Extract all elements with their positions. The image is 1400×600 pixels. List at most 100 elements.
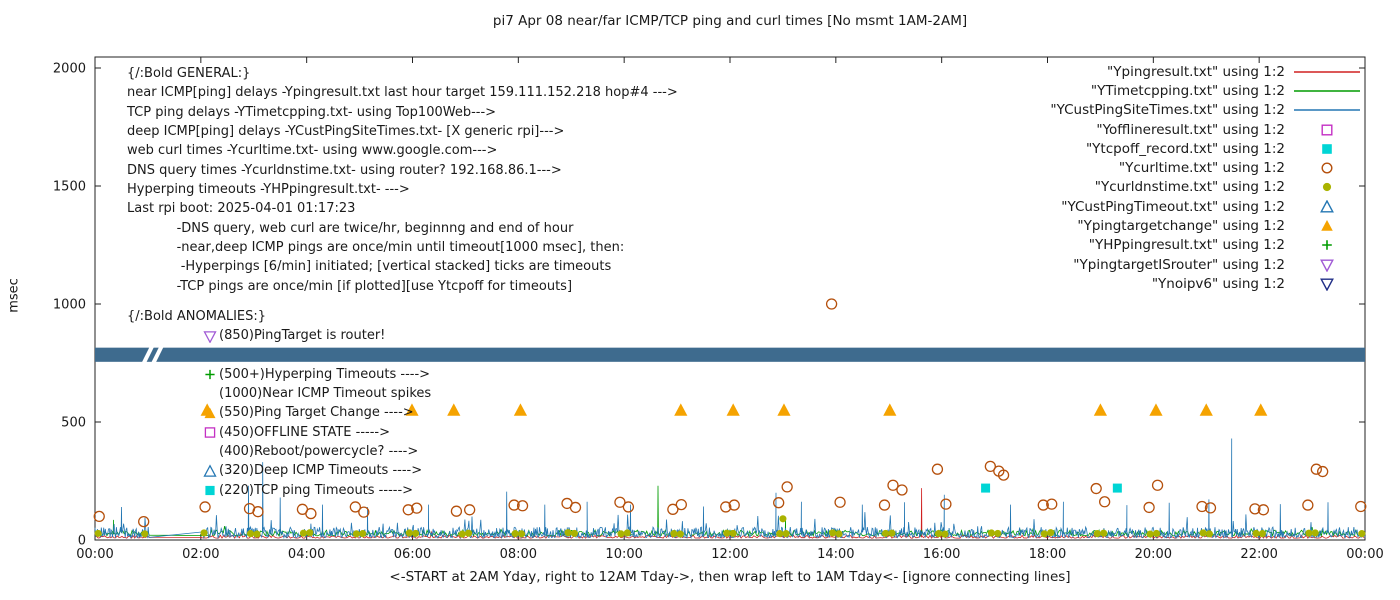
- anomaly-row: (850)PingTarget is router!: [203, 326, 431, 345]
- series-Ypingtargetchange: [200, 403, 1268, 416]
- general-line: {/:Bold GENERAL:}: [127, 66, 251, 81]
- anomaly-row: (320)Deep ICMP Timeouts ---->: [203, 461, 431, 480]
- anomalies-annotation-block: (850)PingTarget is router! (500+)Hyperpin…: [203, 326, 431, 500]
- open-triangle-down-icon: [203, 329, 219, 343]
- x-tick-label: 00:00: [76, 547, 113, 562]
- legend-item: "YpingtargetISrouter" using 1:2: [940, 255, 1365, 274]
- legend-item: "YCustPingSiteTimes.txt" using 1:2: [940, 101, 1365, 120]
- line-icon: [1289, 65, 1365, 79]
- general-line: -DNS query, web curl are twice/hr, begin…: [127, 220, 574, 236]
- general-line: -near,deep ICMP pings are once/min until…: [127, 240, 625, 256]
- general-line: near ICMP[ping] delays -Ypingresult.txt …: [127, 85, 678, 101]
- anomaly-row: (450)OFFLINE STATE ----->: [203, 423, 431, 442]
- filled-square-icon: [203, 483, 219, 497]
- x-tick-label: 18:00: [1029, 547, 1066, 562]
- legend-item: "Ycurldnstime.txt" using 1:2: [940, 178, 1365, 197]
- anomaly-row: (500+)Hyperping Timeouts ---->: [203, 365, 431, 384]
- x-tick-label: 12:00: [711, 547, 748, 562]
- legend-item: "Yofflineresult.txt" using 1:2: [940, 120, 1365, 139]
- legend-item: "Ypingresult.txt" using 1:2: [940, 62, 1365, 81]
- legend-label: "YHPpingresult.txt" using 1:2: [1088, 237, 1285, 254]
- general-line: -Hyperpings [6/min] initiated; [vertical…: [127, 259, 612, 275]
- open-square-icon: [1289, 123, 1365, 137]
- plus-icon: [203, 367, 219, 381]
- anomaly-text: (850)PingTarget is router!: [219, 328, 386, 343]
- x-tick-label: 00:00: [1346, 547, 1383, 562]
- general-line: DNS query times -Ycurldnstime.txt- using…: [127, 162, 562, 178]
- filled-circle-icon: [1289, 180, 1365, 194]
- y-axis-label: msec: [6, 278, 22, 313]
- anomaly-row: (1000)Near ICMP Timeout spikes: [203, 384, 431, 403]
- open-circle-icon: [1289, 161, 1365, 175]
- open-square-icon: [203, 425, 219, 439]
- open-triangle-up-icon: [203, 464, 219, 478]
- anomaly-text: (1000)Near ICMP Timeout spikes: [219, 386, 432, 402]
- general-line: Last rpi boot: 2025-04-01 01:17:23: [127, 201, 356, 217]
- general-line: deep ICMP[ping] delays -YCustPingSiteTim…: [127, 124, 565, 140]
- anomaly-text: (400)Reboot/powercycle? ---->: [219, 444, 419, 460]
- y-tick-label: 1000: [53, 298, 86, 313]
- legend-label: "Ypingtargetchange" using 1:2: [1077, 218, 1285, 235]
- legend-label: "YTimetcpping.txt" using 1:2: [1090, 82, 1285, 99]
- x-tick-label: 04:00: [288, 547, 325, 562]
- general-line: TCP ping delays -YTimetcpping.txt- using…: [127, 104, 497, 120]
- anomaly-text: (220)TCP ping Timeouts ----->: [219, 482, 414, 498]
- anomalies-header: {/:Bold ANOMALIES:}: [127, 309, 267, 324]
- legend-label: "Ypingresult.txt" using 1:2: [1107, 63, 1285, 80]
- anomaly-row: (550)Ping Target Change ---->: [203, 403, 431, 422]
- x-tick-label: 06:00: [394, 547, 431, 562]
- legend-label: "YpingtargetISrouter" using 1:2: [1073, 256, 1285, 273]
- anomaly-row: (400)Reboot/powercycle? ---->: [203, 442, 431, 461]
- series-YCustPingSiteTimes-txt: [94, 438, 1366, 540]
- legend-label: "Ycurltime.txt" using 1:2: [1118, 160, 1285, 177]
- open-triangle-down-icon: [1289, 258, 1365, 272]
- plus-icon: [1289, 238, 1365, 252]
- legend-label: "YCustPingSiteTimes.txt" using 1:2: [1050, 102, 1285, 119]
- legend-item: "YTimetcpping.txt" using 1:2: [940, 81, 1365, 100]
- x-tick-label: 08:00: [500, 547, 537, 562]
- legend-label: "Ycurldnstime.txt" using 1:2: [1094, 179, 1285, 196]
- legend-item: "YHPpingresult.txt" using 1:2: [940, 236, 1365, 255]
- x-tick-label: 14:00: [817, 547, 854, 562]
- anomaly-text: (550)Ping Target Change ---->: [219, 405, 414, 421]
- anomaly-text: (320)Deep ICMP Timeouts ---->: [219, 463, 423, 479]
- series-Ycurldnstime-txt: [94, 515, 1366, 538]
- open-triangle-up-icon: [1289, 199, 1365, 214]
- legend-item: "Ytcpoff_record.txt" using 1:2: [940, 139, 1365, 158]
- open-triangle-down-icon: [1289, 277, 1365, 291]
- legend-label: "Ytcpoff_record.txt" using 1:2: [1085, 140, 1285, 157]
- anomaly-row: (220)TCP ping Timeouts ----->: [203, 481, 431, 500]
- legend-item: "Ynoipv6" using 1:2: [940, 274, 1365, 293]
- series-YTimetcpping-txt: [94, 485, 1366, 538]
- general-annotation-block: {/:Bold GENERAL:} near ICMP[ping] delays …: [127, 64, 678, 296]
- series-Ypingresult-txt: [94, 488, 1366, 539]
- x-axis-label: <-START at 2AM Yday, right to 12AM Tday-…: [389, 569, 1071, 585]
- x-tick-label: 02:00: [182, 547, 219, 562]
- y-tick-label: 500: [61, 416, 86, 431]
- general-line: Hyperping timeouts -YHPpingresult.txt- -…: [127, 182, 410, 198]
- legend-item: "Ycurltime.txt" using 1:2: [940, 158, 1365, 177]
- x-tick-label: 20:00: [1135, 547, 1172, 562]
- legend-item: "Ypingtargetchange" using 1:2: [940, 216, 1365, 235]
- y-tick-label: 0: [78, 534, 86, 549]
- legend-label: "YCustPingTimeout.txt" using 1:2: [1061, 198, 1285, 215]
- legend-label: "Ynoipv6" using 1:2: [1151, 275, 1285, 292]
- series-Ycurltime-txt: [93, 298, 1367, 528]
- legend-label: "Yofflineresult.txt" using 1:2: [1096, 121, 1285, 138]
- filled-square-icon: [1289, 142, 1365, 156]
- series-Ynoipv6: [95, 343, 1365, 366]
- x-tick-label: 10:00: [605, 547, 642, 562]
- legend: "Ypingresult.txt" using 1:2 "YTimetcpping…: [940, 62, 1365, 294]
- general-line: web curl times -Ycurltime.txt- using www…: [127, 143, 498, 159]
- line-icon: [1289, 103, 1365, 117]
- y-tick-label: 1500: [53, 180, 86, 195]
- y-tick-label: 2000: [53, 62, 86, 77]
- filled-triangle-up-icon: [203, 406, 219, 420]
- series-Ytcpoff-record-txt: [981, 483, 1122, 493]
- x-tick-label: 22:00: [1240, 547, 1277, 562]
- anomaly-row: [203, 345, 431, 364]
- anomaly-text: (500+)Hyperping Timeouts ---->: [219, 366, 431, 382]
- anomaly-text: (450)OFFLINE STATE ----->: [219, 424, 390, 440]
